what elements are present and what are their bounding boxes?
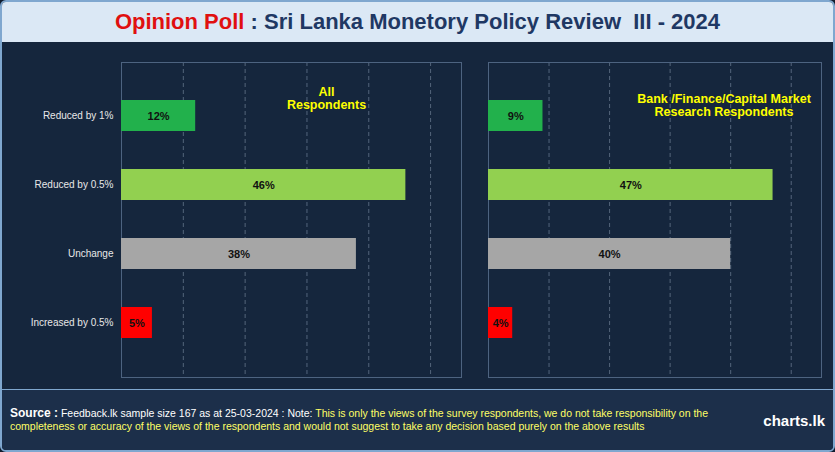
svg-text:47%: 47%	[620, 179, 642, 191]
svg-text:AllRespondents: AllRespondents	[287, 85, 366, 112]
svg-text:40%: 40%	[599, 248, 621, 260]
svg-text:Reduced by 1%: Reduced by 1%	[43, 110, 114, 121]
html-text:Opinion Poll: Sri Lanka Moneto: Opinion Poll: Sri Lanka Monetory Policy …	[114, 9, 721, 34]
svg-text:9%: 9%	[508, 110, 524, 122]
svg-text:Reduced by 0.5%: Reduced by 0.5%	[35, 179, 114, 190]
svg-text:38%: 38%	[228, 248, 250, 260]
html-text:Source : Feedback.lk sample si: Source : Feedback.lk sample size 167 as …	[10, 406, 708, 432]
svg-text:Bank /Finance/Capital MarketRe: Bank /Finance/Capital MarketResearch Res…	[637, 92, 812, 119]
svg-text:12%: 12%	[148, 110, 170, 122]
html-text:charts.lk: charts.lk	[763, 411, 825, 429]
svg-text:4%: 4%	[493, 317, 509, 329]
svg-text:Unchange: Unchange	[68, 248, 114, 259]
svg-text:46%: 46%	[253, 179, 275, 191]
svg-text:5%: 5%	[129, 317, 145, 329]
svg-text:Increased by 0.5%: Increased by 0.5%	[31, 317, 114, 328]
